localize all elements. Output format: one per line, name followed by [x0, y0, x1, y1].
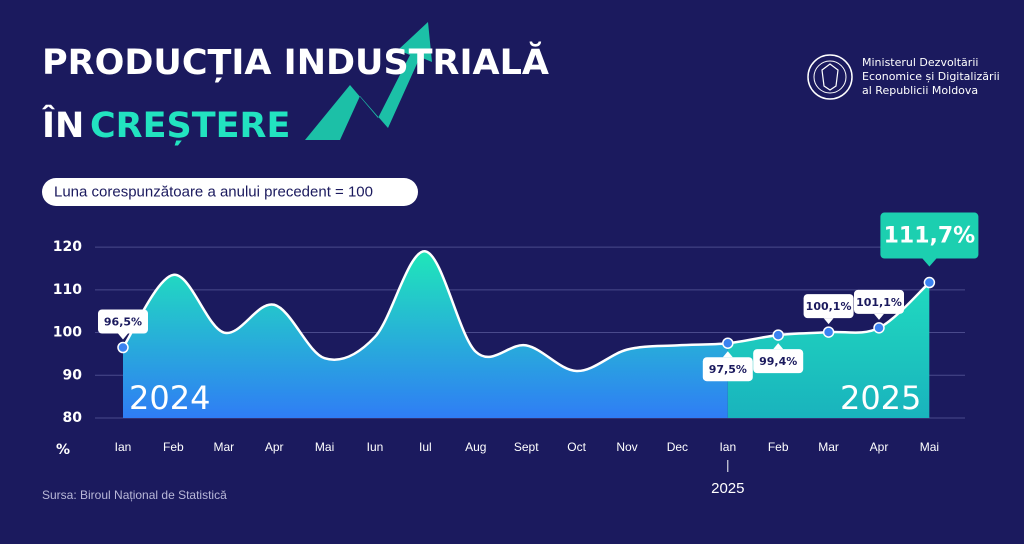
- x-tick-label: Mai: [920, 440, 939, 454]
- title-prefix: ÎN: [42, 104, 84, 146]
- subtitle-pill: [42, 178, 418, 206]
- x-tick-label: Dec: [667, 440, 688, 454]
- area: [727, 282, 930, 418]
- value-label-box: [98, 309, 148, 334]
- data-point: [822, 326, 835, 338]
- data-point: [923, 276, 936, 289]
- x-tick-label: Nov: [616, 440, 637, 454]
- value-label: 100,1%: [806, 300, 852, 313]
- x-tick-label: Mar: [818, 440, 839, 454]
- value-label: 111,7%: [884, 224, 976, 249]
- ministry-line: Economice și Digitalizării: [862, 70, 1000, 83]
- data-point: [117, 341, 129, 354]
- ministry-line: al Republicii Moldova: [862, 84, 978, 97]
- year-label: 2024: [129, 379, 210, 417]
- x-tick-label: Feb: [163, 440, 184, 454]
- arrow-graphic: [305, 22, 432, 140]
- x-tick-label: Iun: [367, 440, 384, 454]
- area: [123, 251, 728, 418]
- x-tick-label: Feb: [768, 440, 789, 454]
- title-highlight: CREȘTERE: [90, 106, 290, 146]
- y-tick-label: 110: [53, 282, 82, 298]
- value-label-box: [854, 289, 904, 314]
- value-label: 97,5%: [709, 363, 747, 376]
- value-label-pointer: [874, 313, 884, 320]
- emblem: [807, 54, 853, 100]
- y-tick-label: 90: [63, 367, 83, 383]
- value-label-pointer: [773, 343, 784, 350]
- x-tick-label: Iul: [419, 440, 432, 454]
- value-label-pointer: [823, 318, 834, 325]
- data-point: [873, 322, 885, 334]
- highlight-label-pointer: [922, 258, 937, 267]
- value-label: 99,4%: [759, 355, 797, 368]
- data-point: [722, 337, 734, 349]
- x-tick-label: Ian: [719, 440, 736, 454]
- x-tick-label: Ian: [115, 440, 132, 454]
- value-label-pointer: [722, 351, 733, 358]
- y-tick-label: 100: [53, 325, 82, 341]
- x-tick-label: Mai: [315, 440, 334, 454]
- x-tick-label: Mar: [213, 440, 234, 454]
- x-tick-label: Sept: [514, 440, 539, 454]
- value-label-box: [753, 349, 804, 374]
- title: PRODUCȚIA INDUSTRIALĂ: [42, 40, 549, 83]
- x-tick-label: Apr: [870, 440, 889, 454]
- value-label-box: [803, 294, 854, 319]
- value-label: 96,5%: [104, 316, 142, 329]
- value-label: 101,1%: [856, 296, 902, 309]
- y-unit: %: [56, 442, 70, 458]
- x-sublabel: 2025: [711, 480, 744, 497]
- subtitle: Luna corespunzătoare a anului precedent …: [54, 183, 373, 200]
- source: Sursa: Biroul Național de Statistică: [42, 488, 227, 502]
- data-point: [772, 329, 784, 341]
- x-tick-label: Aug: [465, 440, 486, 454]
- x-tick-label: Oct: [567, 440, 586, 454]
- value-label-pointer: [118, 333, 128, 340]
- y-tick-label: 80: [63, 410, 83, 426]
- ministry-line: Ministerul Dezvoltării: [862, 56, 978, 69]
- y-tick-label: 120: [53, 239, 82, 255]
- x-tick-label: Apr: [265, 440, 284, 454]
- value-label-box: [702, 357, 753, 382]
- year-label: 2025: [840, 379, 921, 417]
- highlight-label-box: [880, 212, 979, 259]
